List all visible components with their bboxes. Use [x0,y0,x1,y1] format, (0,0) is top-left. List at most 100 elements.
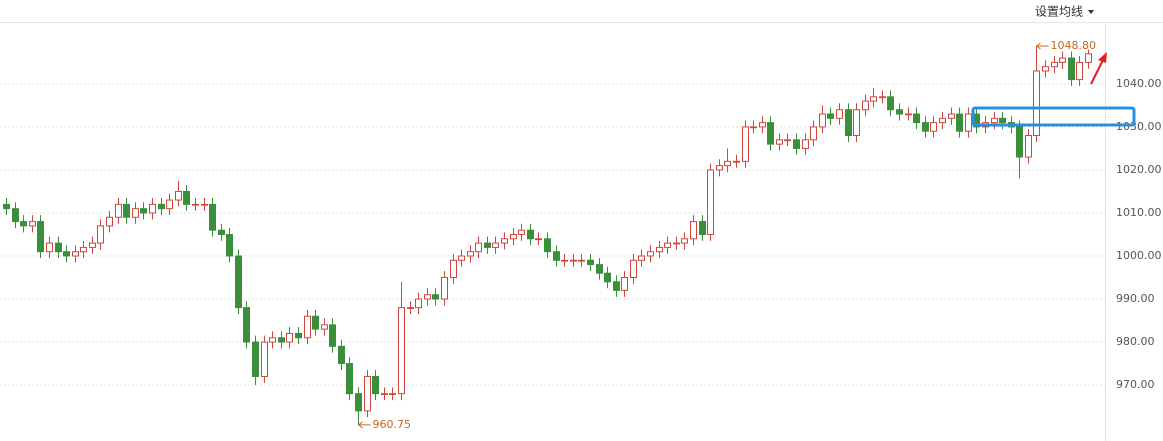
candle-body [295,332,302,339]
candle-body [613,281,620,291]
candle-body [827,113,834,119]
candle-body [338,345,345,365]
candle-body [192,203,199,206]
candle-body [707,169,714,235]
plot: 970.00 980.00 990.00 1000.00 1010.00 1020.00 1… [0,39,1162,431]
candle-body [226,233,233,257]
candle-body [492,242,499,248]
candle-body [810,126,817,141]
candle-body [46,242,53,253]
candle-body [733,160,740,163]
candle-body [793,139,800,149]
candle-body [467,251,474,257]
candle-body [553,251,560,261]
y-tick-label: 1000.00 [1116,249,1162,262]
candle-body [673,242,680,245]
candle-body [630,259,637,279]
candle-body [913,113,920,124]
candle-body [355,393,362,412]
candle-body [759,122,766,128]
candle-body [638,255,645,261]
candle-body [132,208,139,218]
candle-body [930,122,937,132]
candle-body [501,238,508,244]
candle-body [956,113,963,132]
candle-body [37,221,44,253]
annotation-arrow [358,421,363,429]
candle-body [939,117,946,124]
candle-body [587,259,594,266]
candle-body [218,229,225,235]
candle-body [286,332,293,343]
candle-body [432,294,439,300]
candle-body [1076,61,1083,81]
candle-body [415,298,422,309]
candle-body [922,122,929,132]
y-tick-label: 1020.00 [1116,163,1162,176]
dropdown-caret[interactable] [1088,10,1094,14]
candle-body [621,277,628,291]
candle-body [209,203,216,231]
candle-body [312,315,319,330]
candle-body [29,221,36,227]
candle-body [656,246,663,253]
candle-body [89,242,96,248]
candle-body [329,324,336,347]
candle-body [561,259,568,262]
candle-body [905,113,912,116]
candle-body [664,242,671,248]
y-tick-label: 970.00 [1116,378,1155,391]
annotation-arrow [1036,42,1041,50]
candle-body [510,233,517,240]
candle-body [183,190,190,205]
ma-button[interactable]: 设置均线 [1035,5,1083,19]
candle-body [742,126,749,162]
arrow-head [1098,52,1107,63]
candle-body [458,255,465,261]
candle-body [243,307,250,343]
candle-body [802,139,809,149]
candle-body [724,160,731,167]
highlight-box [971,106,1136,127]
candle-body [321,324,328,330]
candle-body [1085,53,1092,63]
candle-body [870,96,877,102]
candle-body [518,229,525,235]
candle-body [965,113,972,132]
candle-body [269,337,276,343]
candle-body [784,139,791,142]
candle-body [845,109,852,137]
candle-body [407,307,414,309]
candle-body [1033,70,1040,137]
y-tick-label: 1030.00 [1116,120,1162,133]
arrow-shaft [1090,57,1105,85]
candle-body [887,96,894,111]
y-tick-label: 1040.00 [1116,77,1162,90]
candle-body [484,242,491,248]
candle-body [235,255,242,309]
candle-body [853,109,860,137]
candle-body [80,246,87,253]
candle-body [441,277,448,300]
candle-body [115,203,122,218]
candle-body [1051,61,1058,68]
candle-body [836,109,843,119]
candle-body [604,272,611,283]
candle-body [450,259,457,279]
candle-body [304,315,311,339]
annotation-label: 960.75 [373,418,412,431]
candle-body [544,238,551,253]
candle-body [20,221,27,227]
candle-body [381,393,388,395]
candle-body [175,190,182,201]
candle-body [716,165,723,171]
candle-body [578,259,585,262]
candle-body [1025,135,1032,158]
candle-body [862,100,869,111]
candle-body [1059,57,1066,63]
candle-body [149,203,156,214]
candle-body [158,203,165,210]
candle-body [140,208,147,214]
